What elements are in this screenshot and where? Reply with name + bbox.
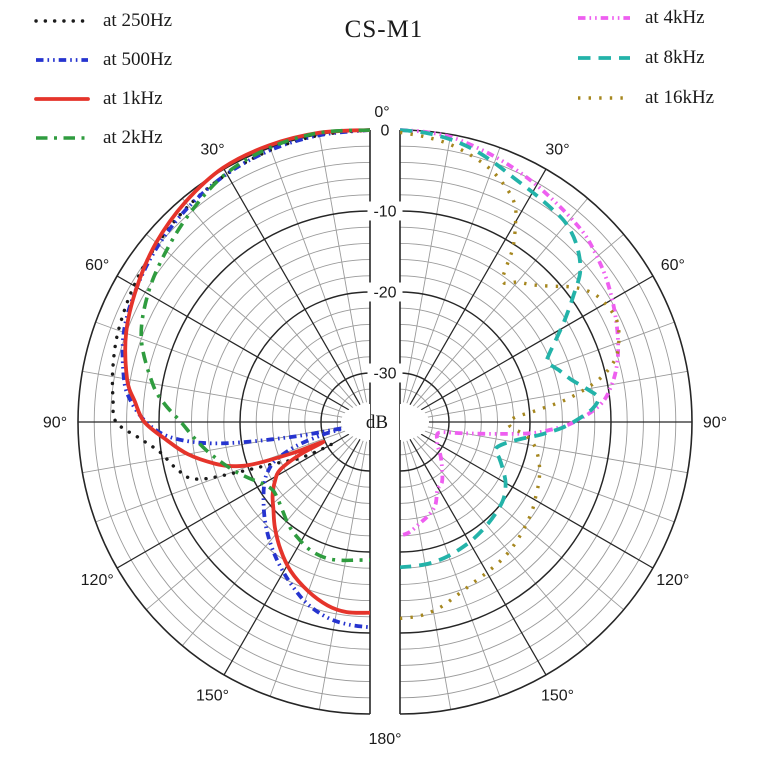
radial-tick-0: 0: [381, 123, 390, 140]
angle-label-r150: 150°: [541, 687, 574, 704]
angle-label-180: 180°: [368, 731, 401, 748]
legend-swatch-250hz: [34, 16, 103, 26]
angle-labels: 30° 60° 90° 120° 150° 30° 60° 90° 120° 150°: [43, 142, 727, 705]
radial-tick--30: -30: [373, 366, 396, 383]
angle-label-l120: 120°: [81, 572, 114, 589]
angle-label-l90: 90°: [43, 415, 67, 432]
radial-tick--20: -20: [373, 285, 396, 302]
legend-swatch-4khz: [576, 13, 645, 23]
radial-tick--10: -10: [373, 204, 396, 221]
legend-label-4khz: at 4kHz: [645, 7, 705, 28]
legend-swatch-16khz: [576, 93, 645, 103]
curve-4kHz: [400, 128, 621, 538]
legend-item-4khz: at 4kHz: [576, 6, 705, 30]
angle-label-r60: 60°: [661, 257, 685, 274]
curve-1kHz: [123, 128, 370, 615]
legend-label-250hz: at 250Hz: [103, 10, 173, 31]
curve-8kHz: [400, 128, 601, 570]
legend-item-500hz: at 500Hz: [34, 48, 172, 72]
polar-grid-left: [77, 129, 371, 715]
angle-label-0: 0°: [374, 104, 389, 121]
legend-item-250hz: at 250Hz: [34, 9, 172, 33]
legend-item-16khz: at 16kHz: [576, 86, 714, 110]
legend-swatch-1khz: [34, 94, 103, 104]
legend-item-1khz: at 1kHz: [34, 87, 163, 111]
curve-500Hz: [120, 128, 370, 630]
angle-label-r120: 120°: [656, 572, 689, 589]
legend-label-500hz: at 500Hz: [103, 49, 173, 70]
curves: [110, 128, 621, 630]
legend-item-2khz: at 2kHz: [34, 126, 163, 150]
angle-label-r90: 90°: [703, 415, 727, 432]
angle-label-r30: 30°: [545, 142, 569, 159]
angle-label-l30: 30°: [200, 142, 224, 159]
legend-swatch-500hz: [34, 55, 103, 65]
legend-swatch-8khz: [576, 53, 645, 63]
curve-2kHz: [139, 128, 370, 563]
polar-grid-right: [399, 129, 693, 715]
legend-swatch-2khz: [34, 133, 103, 143]
legend-label-8khz: at 8kHz: [645, 47, 705, 68]
curve-16kHz: [400, 130, 621, 621]
center-cutout-left: [341, 404, 370, 440]
angle-label-l150: 150°: [196, 687, 229, 704]
legend-label-1khz: at 1kHz: [103, 88, 163, 109]
center-cutout-right: [400, 404, 429, 440]
legend-label-2khz: at 2kHz: [103, 127, 163, 148]
radial-axis-label: dB: [366, 412, 388, 433]
angle-label-l60: 60°: [85, 257, 109, 274]
legend-label-16khz: at 16kHz: [645, 87, 715, 108]
legend-item-8khz: at 8kHz: [576, 46, 705, 70]
chart-title: CS-M1: [344, 16, 424, 43]
radial-tick-labels: 0 -10 -20 -30 dB 0° 180°: [366, 104, 403, 748]
